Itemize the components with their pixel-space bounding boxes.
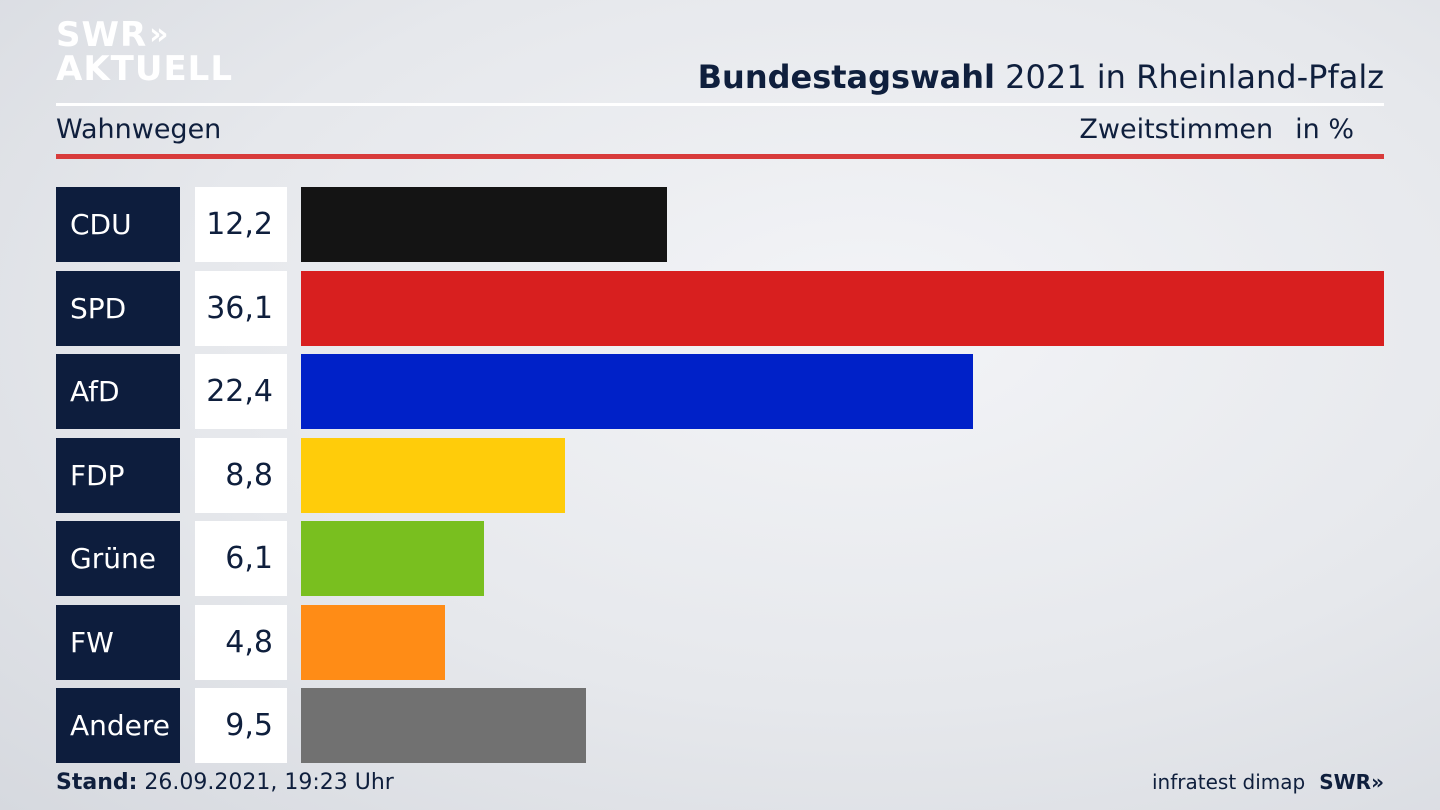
bar-andere — [301, 688, 586, 763]
measure-label: Zweitstimmen in % — [1079, 114, 1354, 145]
bar-afd — [301, 354, 973, 429]
bar-row: AfD 22,4 — [56, 354, 1384, 429]
bar-chart: CDU 12,2 SPD 36,1 AfD 22,4 FDP 8,8 Grüne 6,1 FW 4,8… — [56, 187, 1384, 763]
bar-row: SPD 36,1 — [56, 270, 1384, 346]
bar-row: FDP 8,8 — [56, 437, 1384, 513]
stand-value: 26.09.2021, 19:23 Uhr — [137, 770, 394, 795]
value-label: 8,8 — [195, 437, 287, 513]
title-rest: 2021 in Rheinland-Pfalz — [995, 58, 1384, 96]
stand-label: Stand: — [56, 770, 138, 795]
unit-label: in % — [1295, 114, 1354, 145]
value-label: 9,5 — [195, 688, 287, 763]
party-label: SPD — [56, 270, 180, 346]
bar-row: FW 4,8 — [56, 604, 1384, 680]
bar-row: Andere 9,5 — [56, 688, 1384, 763]
source-name: infratest dimap — [1152, 770, 1306, 794]
swr-aktuell-logo: SWR » AKTUELL — [56, 15, 234, 89]
party-label: Andere — [56, 688, 180, 763]
value-label: 6,1 — [195, 521, 287, 596]
party-label: CDU — [56, 187, 180, 262]
value-label: 4,8 — [195, 604, 287, 680]
logo-swr-text: SWR — [56, 15, 148, 55]
timestamp: Stand: 26.09.2021, 19:23 Uhr — [56, 770, 394, 795]
bar-fdp — [301, 437, 565, 513]
bar-row: Grüne 6,1 — [56, 521, 1384, 596]
party-label: Grüne — [56, 521, 180, 596]
page-title: Bundestagswahl 2021 in Rheinland-Pfalz — [698, 58, 1384, 96]
region-name: Wahnwegen — [56, 114, 222, 145]
accent-divider — [56, 154, 1384, 159]
bar-gr-ne — [301, 521, 484, 596]
party-label: FW — [56, 604, 180, 680]
header-divider — [56, 103, 1384, 106]
logo-aktuell-text: AKTUELL — [56, 49, 234, 89]
source-credit: infratest dimap SWR» — [1152, 770, 1384, 794]
value-label: 12,2 — [195, 187, 287, 262]
bar-row: CDU 12,2 — [56, 187, 1384, 262]
bar-cdu — [301, 187, 667, 262]
value-label: 22,4 — [195, 354, 287, 429]
measure-name: Zweitstimmen — [1079, 114, 1274, 145]
swr-footer-logo: SWR» — [1319, 770, 1384, 794]
bar-spd — [301, 270, 1384, 346]
party-label: FDP — [56, 437, 180, 513]
value-label: 36,1 — [195, 270, 287, 346]
party-label: AfD — [56, 354, 180, 429]
title-bold: Bundestagswahl — [697, 58, 995, 96]
bar-fw — [301, 604, 445, 680]
chevron-right-icon: » — [149, 17, 170, 52]
